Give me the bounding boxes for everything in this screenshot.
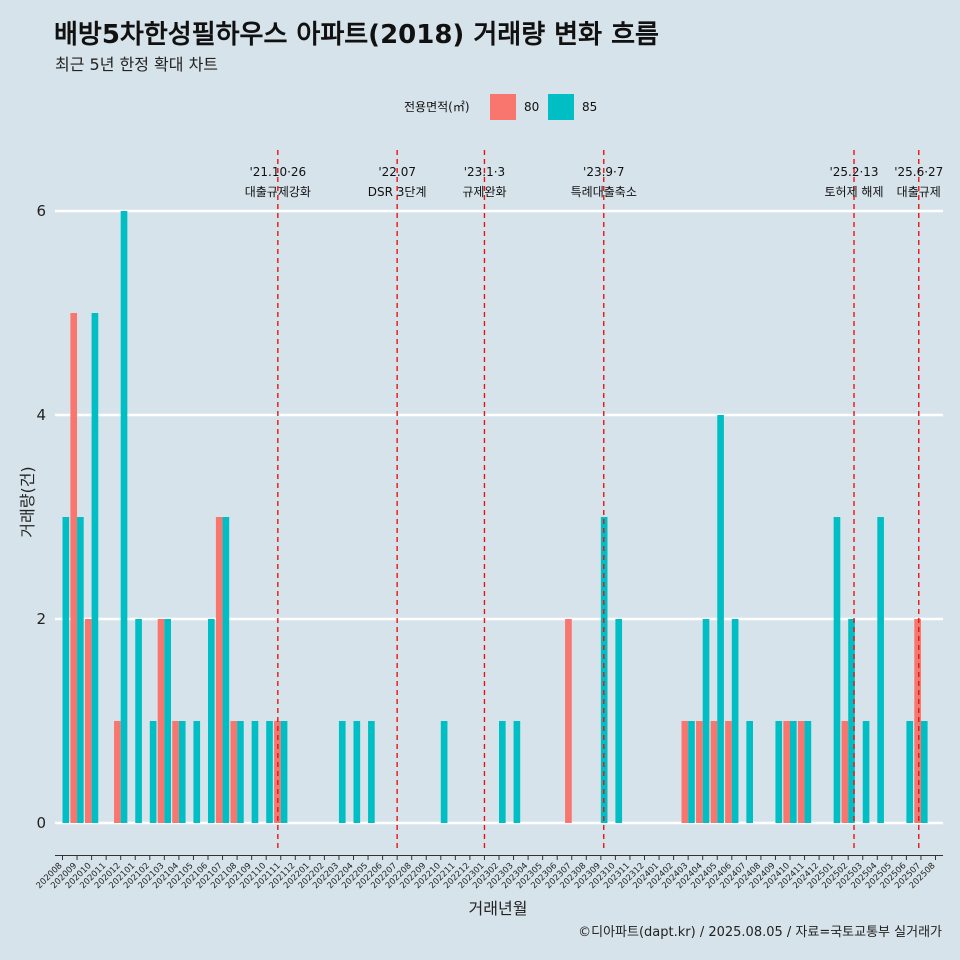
y-tick-label: 2 — [36, 610, 46, 628]
bar-80-202405 — [710, 721, 718, 823]
bar-85-202406 — [731, 619, 739, 823]
bar-85-202503 — [862, 721, 870, 823]
bar-85-202501 — [833, 517, 841, 823]
bar-80-202103 — [157, 619, 165, 823]
bar-85-202407 — [746, 721, 753, 823]
bar-80-202403 — [681, 721, 689, 823]
bar-80-202411 — [797, 721, 805, 823]
bar-85-202103 — [164, 619, 171, 823]
bar-80-202406 — [725, 721, 732, 823]
bar-85-202010 — [91, 313, 99, 823]
x-axis: 2020082020092020102020112020122021012021… — [35, 855, 943, 891]
event-date: '25.2·13 — [829, 165, 878, 179]
bar-85-202309 — [600, 517, 608, 823]
event-markers: '21.10·26 대출규제강화 '22.07 DSR 3단계 '23.1·3 규제완화 '… — [245, 150, 943, 852]
bar-85-202107 — [222, 517, 230, 823]
y-tick-label: 6 — [36, 202, 46, 220]
event-label: 특례대출축소 — [571, 185, 637, 199]
chart-subtitle: 최근 5년 한정 확대 차트 — [55, 55, 218, 74]
event-date: '21.10·26 — [249, 165, 306, 179]
bar-85-202403 — [688, 721, 695, 823]
legend-swatch-80 — [490, 94, 516, 120]
bar-85-202404 — [702, 619, 710, 823]
bar-85-202204 — [353, 721, 361, 823]
legend-title: 전용면적(㎡) — [404, 100, 470, 114]
bar-80-202108 — [230, 721, 238, 823]
event-label: DSR 3단계 — [368, 185, 427, 199]
bar-80-202410 — [783, 721, 790, 823]
bar-85-202101 — [135, 619, 142, 823]
x-axis-title: 거래년월 — [469, 899, 528, 918]
bar-85-202405 — [717, 415, 724, 823]
bar-85-202409 — [775, 721, 783, 823]
bar-85-202104 — [178, 721, 186, 823]
legend-swatch-85 — [548, 94, 574, 120]
bar-85-202106 — [208, 619, 215, 823]
bar-80-202507 — [914, 619, 921, 823]
chart-title: 배방5차한성필하우스 아파트(2018) 거래량 변화 흐름 — [54, 20, 659, 50]
bar-85-202506 — [906, 721, 914, 823]
event-date: '23.9·7 — [583, 165, 624, 179]
bar-85-202410 — [790, 721, 797, 823]
y-axis: 0 2 4 6 — [36, 202, 46, 832]
event-label: 대출규제 — [897, 185, 941, 199]
bar-80-202010 — [84, 619, 92, 823]
event-label: 토허제 해제 — [825, 185, 884, 199]
bar-85-202303 — [513, 721, 521, 823]
bar-80-202307 — [565, 619, 572, 823]
bar-85-202302 — [499, 721, 506, 823]
y-axis-title: 거래량(건) — [18, 466, 37, 537]
y-tick-label: 0 — [36, 814, 46, 832]
event-date: '25.6·27 — [894, 165, 943, 179]
bar-85-202008 — [62, 517, 70, 823]
legend: 전용면적(㎡) 80 85 — [404, 94, 597, 120]
bar-85-202205 — [368, 721, 375, 823]
bar-85-202012 — [120, 211, 128, 823]
bar-85-202310 — [615, 619, 623, 823]
legend-label-85: 85 — [582, 100, 597, 114]
event-date: '22.07 — [378, 165, 416, 179]
event-label: 대출규제강화 — [245, 185, 311, 199]
bar-85-202109 — [251, 721, 259, 823]
bar-80-202104 — [172, 721, 179, 823]
bar-85-202009 — [77, 517, 84, 823]
bar-85-202507 — [920, 721, 928, 823]
bar-85-202203 — [338, 721, 346, 823]
bar-80-202107 — [215, 517, 223, 823]
event-date: '23.1·3 — [464, 165, 505, 179]
bar-85-202411 — [804, 721, 812, 823]
event-label: 규제완화 — [462, 185, 506, 199]
bar-80-202404 — [696, 721, 703, 823]
bar-80-202009 — [70, 313, 78, 823]
bar-85-202504 — [877, 517, 884, 823]
bar-80-202012 — [114, 721, 121, 823]
bar-85-202210 — [440, 721, 448, 823]
bar-85-202502 — [848, 619, 855, 823]
bar-85-202111 — [280, 721, 288, 823]
bar-85-202105 — [193, 721, 201, 823]
caption: ©디아파트(dapt.kr) / 2025.08.05 / 자료=국토교통부 실… — [578, 925, 942, 940]
bars — [62, 211, 928, 823]
bar-85-202110 — [266, 721, 273, 823]
y-tick-label: 4 — [36, 406, 46, 424]
bar-80-202502 — [841, 721, 849, 823]
bar-85-202108 — [237, 721, 244, 823]
bar-85-202102 — [149, 721, 157, 823]
legend-label-80: 80 — [524, 100, 539, 114]
